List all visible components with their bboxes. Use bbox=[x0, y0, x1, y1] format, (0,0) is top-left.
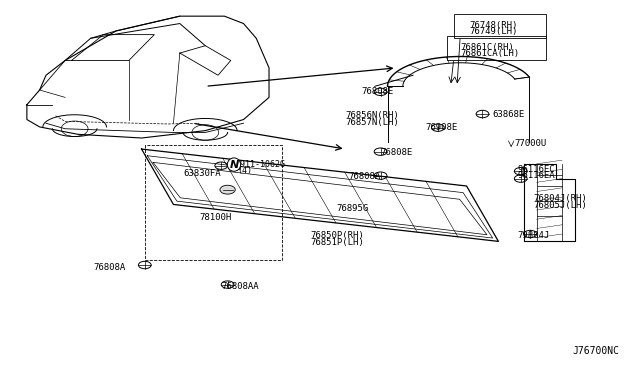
Text: 63868E: 63868E bbox=[492, 109, 524, 119]
Text: Ⓝ: Ⓝ bbox=[234, 160, 240, 170]
Text: 09911-1062G: 09911-1062G bbox=[231, 160, 286, 169]
Text: 76808E: 76808E bbox=[362, 87, 394, 96]
Text: N: N bbox=[229, 160, 239, 170]
Text: 76808AA: 76808AA bbox=[221, 282, 259, 291]
Text: 63830FA: 63830FA bbox=[183, 169, 221, 177]
Text: 76748(RH): 76748(RH) bbox=[470, 21, 518, 30]
Text: 76805J(LH): 76805J(LH) bbox=[534, 201, 588, 210]
Circle shape bbox=[220, 185, 236, 194]
Text: 76861C(RH): 76861C(RH) bbox=[460, 43, 514, 52]
Text: 78100H: 78100H bbox=[199, 213, 231, 222]
Text: 77000U: 77000U bbox=[515, 139, 547, 148]
Text: 76804J(RH): 76804J(RH) bbox=[534, 195, 588, 203]
Text: 76856N(RH): 76856N(RH) bbox=[346, 111, 399, 121]
Text: 76808A: 76808A bbox=[94, 263, 126, 272]
Text: 76749(LH): 76749(LH) bbox=[470, 27, 518, 36]
Text: 96116EC: 96116EC bbox=[518, 165, 555, 174]
Text: 76808E: 76808E bbox=[381, 148, 413, 157]
Text: 76857N(LH): 76857N(LH) bbox=[346, 118, 399, 126]
Text: 76908E: 76908E bbox=[425, 123, 458, 132]
Text: (4): (4) bbox=[237, 166, 252, 175]
Text: 76850P(RH): 76850P(RH) bbox=[310, 231, 364, 240]
Text: 96116EA: 96116EA bbox=[518, 171, 555, 180]
Text: 76851P(LH): 76851P(LH) bbox=[310, 238, 364, 247]
Text: J76700NC: J76700NC bbox=[573, 346, 620, 356]
Text: 79884J: 79884J bbox=[518, 231, 550, 240]
Text: 76808A: 76808A bbox=[349, 172, 381, 181]
Text: 76861CA(LH): 76861CA(LH) bbox=[460, 49, 519, 58]
Text: 76895G: 76895G bbox=[336, 203, 368, 213]
